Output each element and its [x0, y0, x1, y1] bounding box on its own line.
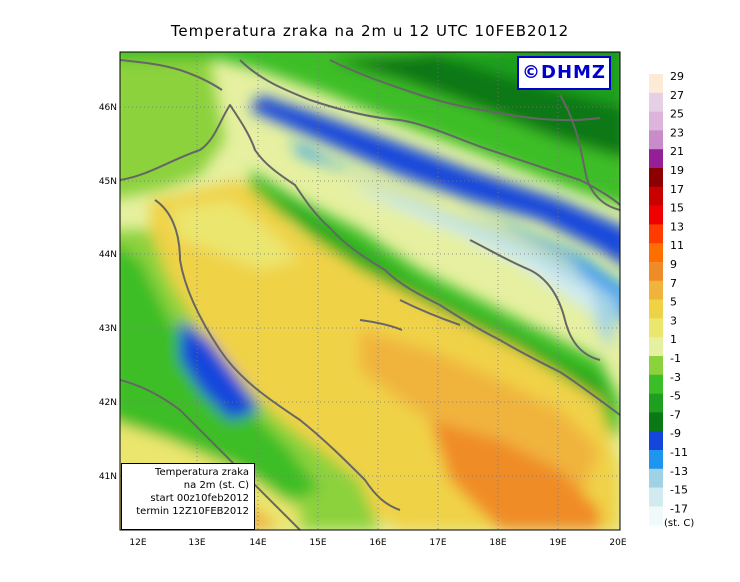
legend-swatch	[649, 468, 663, 488]
legend-label: 11	[670, 239, 684, 252]
grid-lines	[120, 52, 620, 530]
info-line: Temperatura zraka	[155, 467, 249, 478]
legend-label: -13	[670, 465, 688, 478]
y-tick-label: 45N	[99, 177, 117, 187]
legend-label: 19	[670, 164, 684, 177]
info-line: na 2m (st. C)	[183, 480, 249, 491]
dhmz-logo: ©DHMZ	[517, 56, 611, 90]
legend-swatch	[649, 318, 663, 338]
legend-label: -17	[670, 502, 688, 515]
legend-swatch	[649, 374, 663, 394]
x-tick-label: 12E	[129, 538, 146, 548]
x-tick-label: 18E	[489, 538, 506, 548]
legend-swatch	[649, 74, 663, 94]
x-tick-label: 16E	[369, 538, 386, 548]
coastlines	[120, 59, 620, 530]
plot-frame	[119, 51, 621, 531]
legend-swatch	[649, 186, 663, 206]
legend-swatch	[649, 280, 663, 300]
y-tick-label: 41N	[99, 472, 117, 482]
color-legend: 29 27 25 23 21 19 17 15 13 11 9 7 5 3 1 -1 -3 -5 -7 -9 -11 -1…	[649, 70, 688, 526]
y-tick-label: 46N	[99, 103, 117, 113]
legend-swatch	[649, 224, 663, 244]
legend-swatch	[649, 487, 663, 507]
x-tick-label: 17E	[429, 538, 446, 548]
info-line: start 00z10feb2012	[150, 493, 249, 504]
x-tick-label: 15E	[309, 538, 326, 548]
legend-swatch	[649, 111, 663, 131]
y-tick-label: 42N	[99, 398, 117, 408]
x-tick-label: 20E	[609, 538, 626, 548]
legend-swatch	[649, 506, 663, 526]
legend-label: -3	[670, 371, 681, 384]
legend-swatch	[649, 299, 663, 319]
legend-label: -7	[670, 408, 681, 421]
legend-swatch	[649, 393, 663, 413]
y-axis: 41N 42N 43N 44N 45N 46N	[99, 103, 117, 482]
legend-label: 7	[670, 277, 677, 290]
x-tick-label: 13E	[188, 538, 205, 548]
legend-label: -9	[670, 427, 681, 440]
legend-label: 29	[670, 70, 684, 83]
legend-label: -11	[670, 446, 688, 459]
legend-label: 5	[670, 296, 677, 309]
legend-label: 25	[670, 108, 684, 121]
info-line: termin 12Z10FEB2012	[136, 506, 249, 517]
legend-swatch	[649, 149, 663, 169]
x-tick-label: 14E	[249, 538, 266, 548]
legend-swatch	[649, 356, 663, 376]
legend-swatch	[649, 205, 663, 225]
legend-swatch	[649, 243, 663, 263]
legend-label: -1	[670, 352, 681, 365]
legend-swatch	[649, 337, 663, 357]
temperature-field	[120, 52, 620, 530]
legend-label: 21	[670, 145, 684, 158]
legend-swatch	[649, 431, 663, 451]
legend-label: 9	[670, 258, 677, 271]
x-tick-label: 19E	[549, 538, 566, 548]
legend-swatch	[649, 92, 663, 112]
legend-label: 15	[670, 202, 684, 215]
legend-swatch	[649, 450, 663, 470]
legend-label: 3	[670, 314, 677, 327]
info-box: Temperatura zraka na 2m (st. C) start 00…	[121, 463, 255, 530]
legend-label: 23	[670, 126, 684, 139]
legend-label: 13	[670, 220, 684, 233]
legend-swatch	[649, 262, 663, 282]
x-axis: 12E 13E 14E 15E 16E 17E 18E 19E 20E	[129, 538, 626, 548]
legend-label: -15	[670, 484, 688, 497]
legend-swatch	[649, 412, 663, 432]
legend-label: -5	[670, 390, 681, 403]
legend-unit: (st. C)	[664, 518, 695, 529]
legend-swatch	[649, 168, 663, 188]
legend-label: 17	[670, 183, 684, 196]
legend-label: 1	[670, 333, 677, 346]
y-tick-label: 44N	[99, 250, 117, 260]
y-tick-label: 43N	[99, 324, 117, 334]
legend-label: 27	[670, 89, 684, 102]
legend-swatch	[649, 130, 663, 150]
map-title: Temperatura zraka na 2m u 12 UTC 10FEB20…	[170, 22, 570, 40]
